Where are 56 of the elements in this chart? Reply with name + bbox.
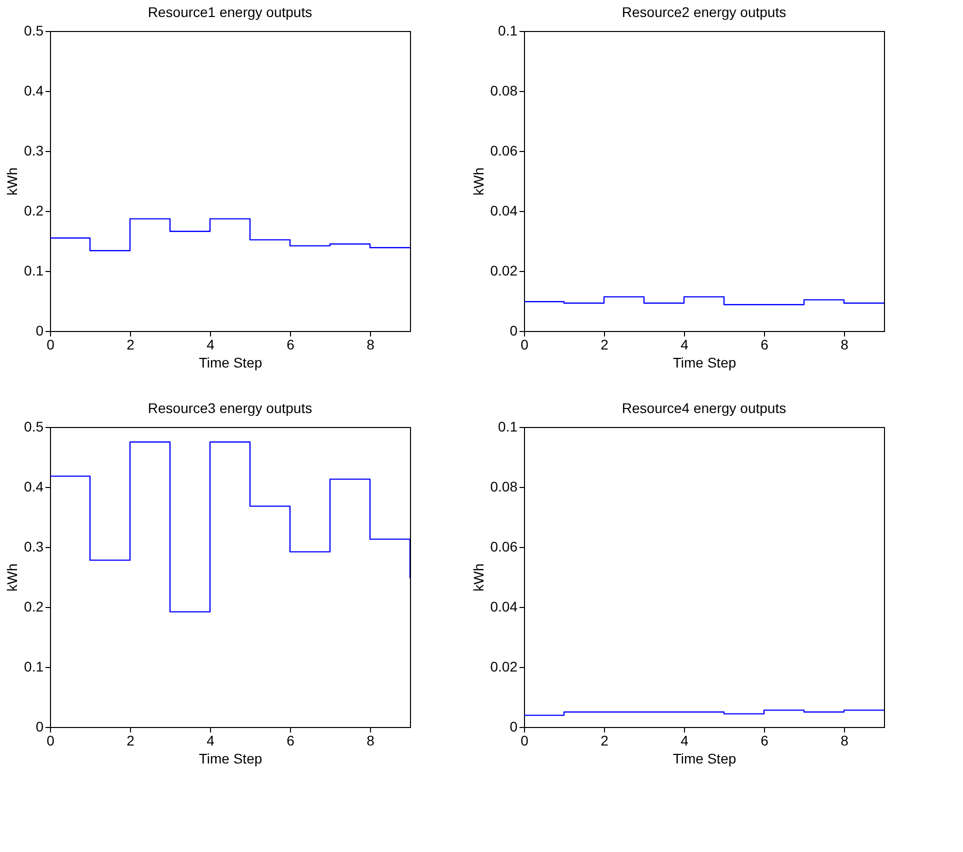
x-tick-label: 2: [600, 336, 609, 352]
y-tick-label: 0.2: [24, 202, 44, 218]
x-axis-title: Time Step: [672, 354, 736, 370]
y-tick-label: 0.06: [490, 538, 518, 554]
y-tick-label: 0.1: [498, 22, 518, 38]
y-axis-title: kWh: [4, 564, 20, 592]
x-tick-label: 0: [46, 336, 55, 352]
y-tick-label: 0.1: [24, 658, 44, 674]
x-tick-label: 4: [680, 732, 689, 748]
x-tick-label: 6: [760, 336, 769, 352]
x-tick-label: 4: [680, 336, 689, 352]
y-axis-title: kWh: [470, 168, 486, 196]
x-tick-label: 2: [126, 732, 135, 748]
y-tick-label: 0.4: [24, 478, 44, 494]
x-tick-label: 0: [520, 336, 529, 352]
y-tick-label: 0.2: [24, 598, 44, 614]
y-tick-label: 0: [510, 322, 518, 338]
y-tick-label: 0.5: [24, 22, 44, 38]
x-tick-label: 2: [126, 336, 135, 352]
x-tick-label: 8: [840, 336, 849, 352]
x-tick-label: 2: [600, 732, 609, 748]
x-tick-label: 8: [840, 732, 849, 748]
x-tick-label: 0: [520, 732, 529, 748]
x-axis-title: Time Step: [672, 750, 736, 766]
y-tick-label: 0.08: [490, 478, 518, 494]
chart-title: Resource3 energy outputs: [148, 400, 312, 416]
x-tick-label: 0: [46, 732, 55, 748]
x-axis-title: Time Step: [198, 750, 262, 766]
y-tick-label: 0: [36, 322, 44, 338]
chart-title: Resource1 energy outputs: [148, 4, 312, 20]
x-tick-label: 8: [366, 732, 375, 748]
x-tick-label: 6: [286, 336, 295, 352]
y-tick-label: 0.1: [24, 262, 44, 278]
y-tick-label: 0.04: [490, 202, 518, 218]
chart-title: Resource4 energy outputs: [622, 400, 786, 416]
x-tick-label: 6: [760, 732, 769, 748]
chart-title: Resource2 energy outputs: [622, 4, 786, 20]
x-tick-label: 4: [206, 336, 215, 352]
y-tick-label: 0.02: [490, 658, 518, 674]
y-tick-label: 0.02: [490, 262, 518, 278]
x-tick-label: 6: [286, 732, 295, 748]
y-axis-title: kWh: [470, 564, 486, 592]
y-tick-label: 0: [36, 718, 44, 734]
y-tick-label: 0.04: [490, 598, 518, 614]
y-tick-label: 0.08: [490, 82, 518, 98]
x-axis-title: Time Step: [198, 354, 262, 370]
y-tick-label: 0.1: [498, 418, 518, 434]
x-tick-label: 8: [366, 336, 375, 352]
y-tick-label: 0.3: [24, 538, 44, 554]
y-axis-title: kWh: [4, 168, 20, 196]
y-tick-label: 0.4: [24, 82, 44, 98]
y-tick-label: 0.5: [24, 418, 44, 434]
x-tick-label: 4: [206, 732, 215, 748]
y-tick-label: 0.3: [24, 142, 44, 158]
y-tick-label: 0.06: [490, 142, 518, 158]
y-tick-label: 0: [510, 718, 518, 734]
